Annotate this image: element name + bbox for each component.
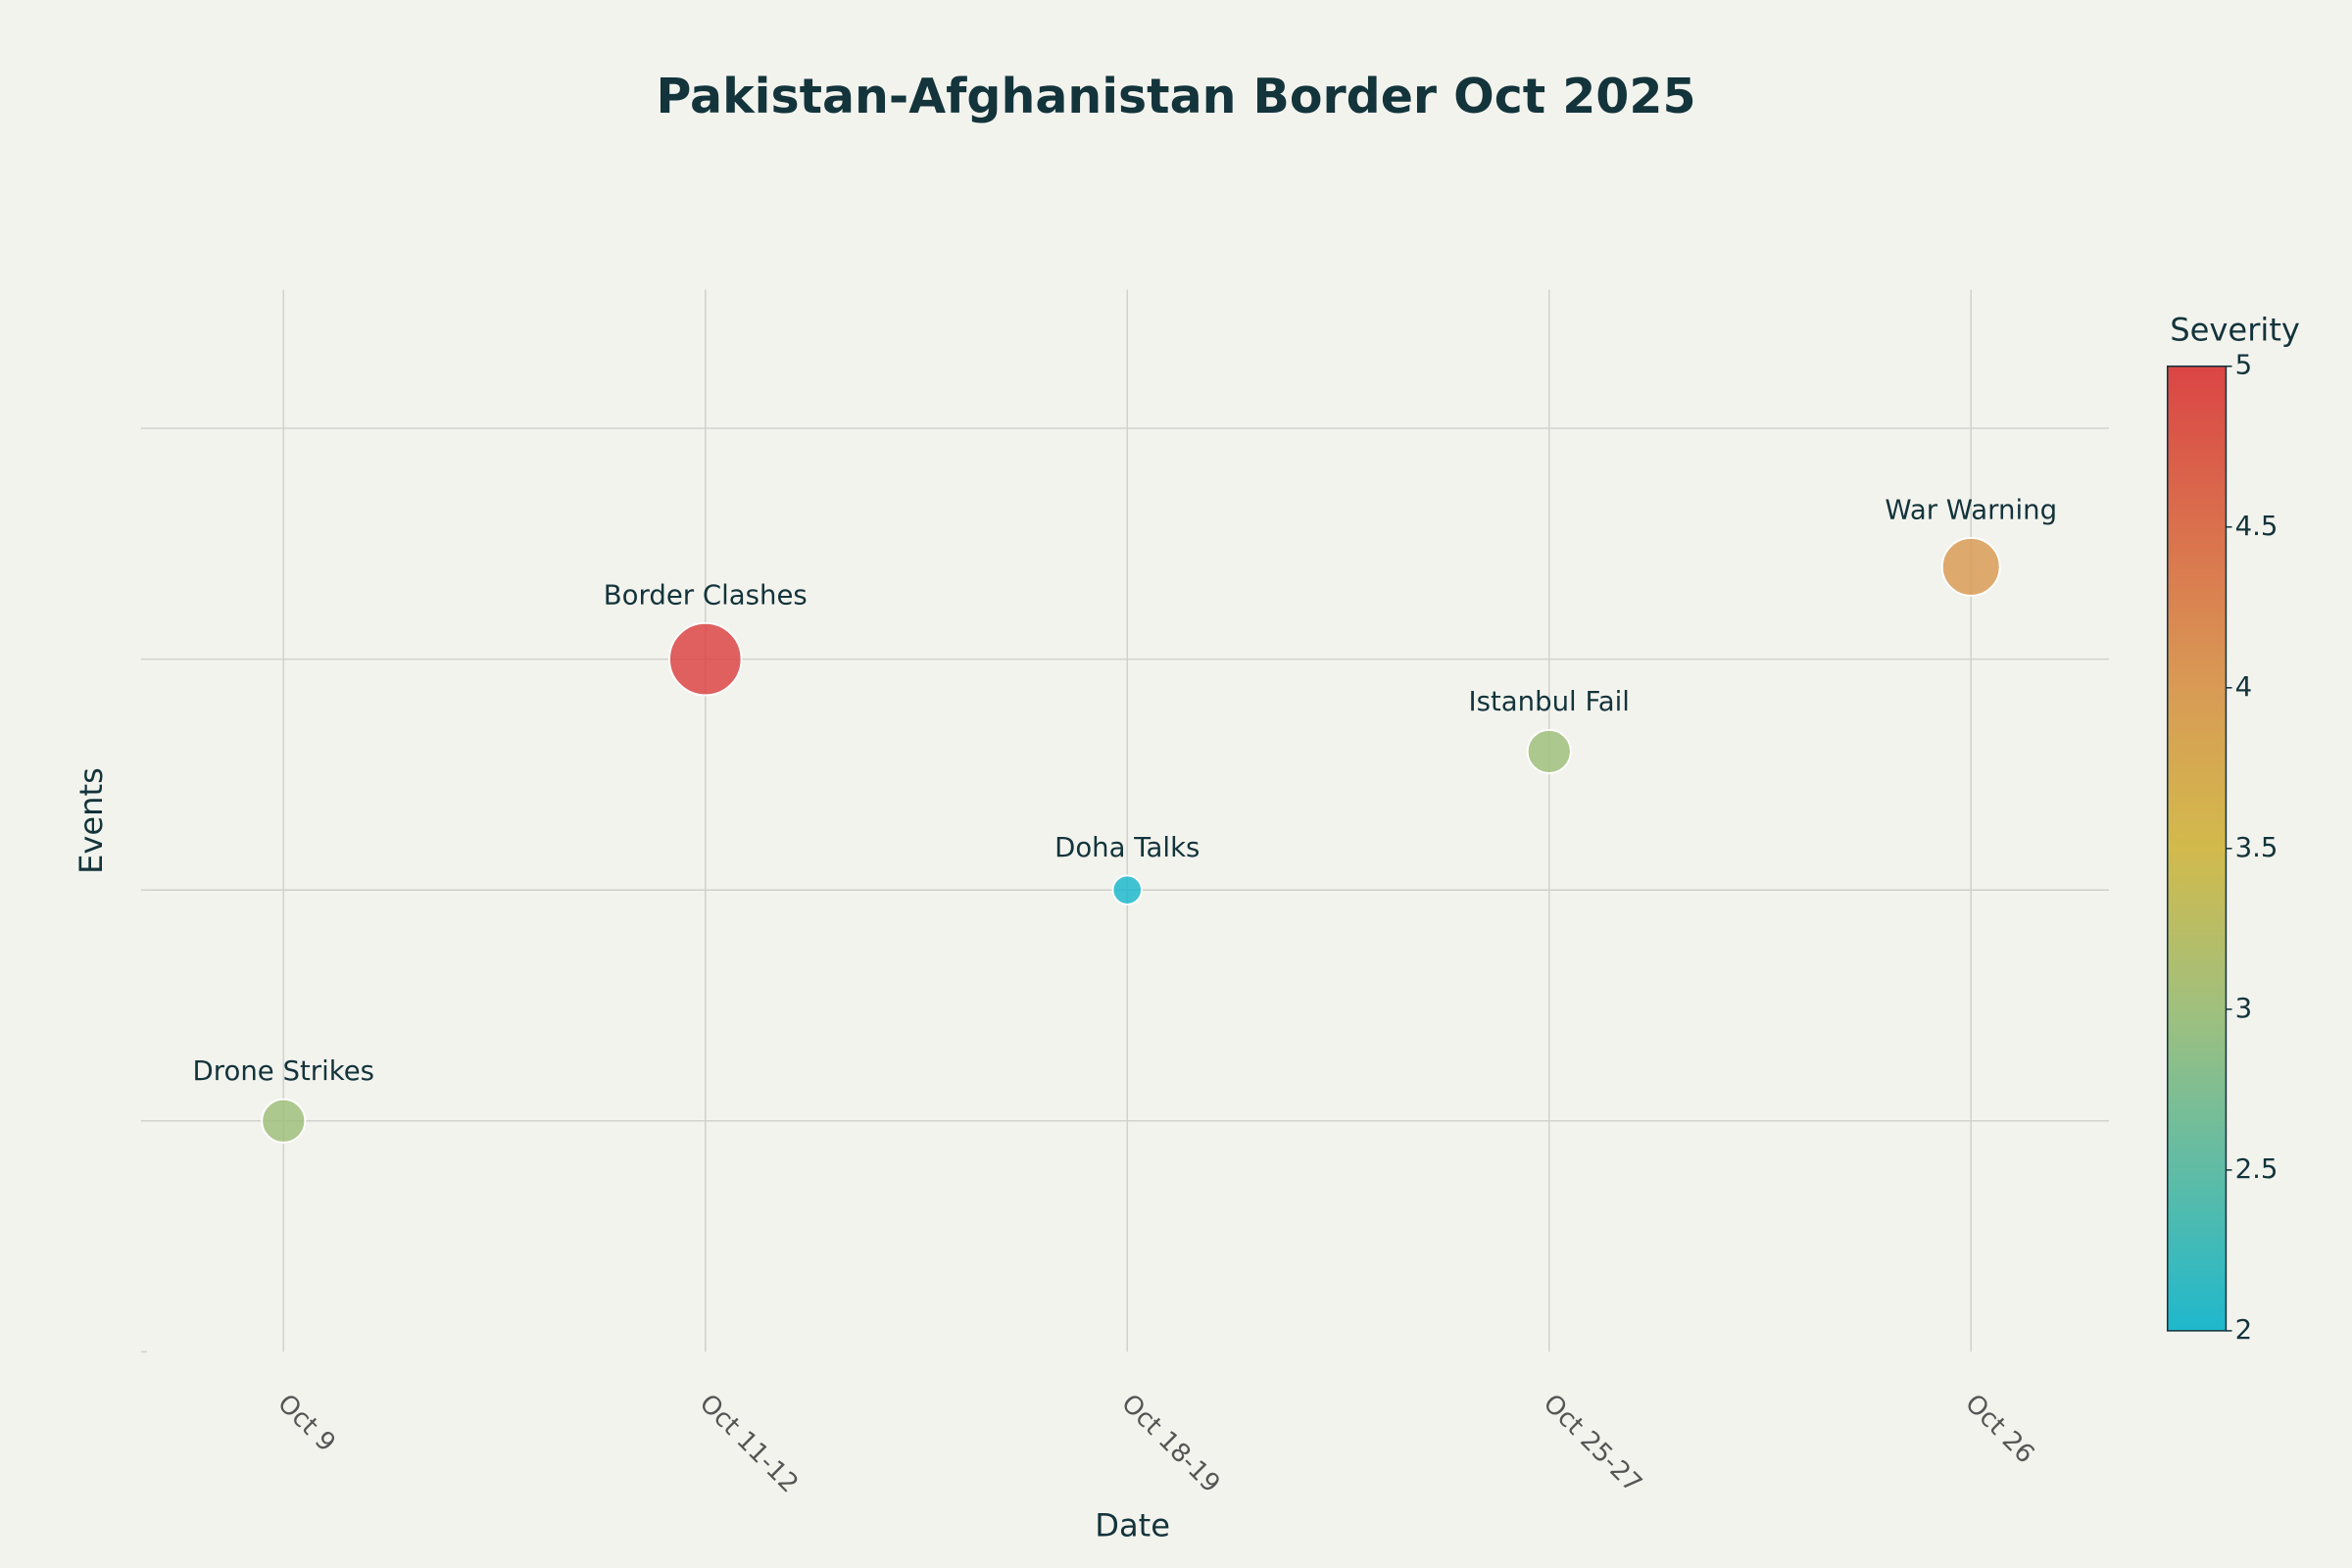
bubble (1111, 874, 1143, 906)
bubble-label: Border Clashes (604, 579, 808, 611)
colorbar-tick-label: 2.5 (2235, 1153, 2278, 1185)
bubble (1940, 537, 2001, 597)
colorbar-tick-label: 2 (2235, 1314, 2253, 1346)
colorbar-tick-label: 3 (2235, 993, 2253, 1024)
bubble-label: Doha Talks (1054, 832, 1200, 863)
x-axis-title: Date (1095, 1506, 1170, 1544)
y-axis-title: Events (73, 767, 110, 874)
bubble-label: Istanbul Fail (1468, 686, 1629, 717)
colorbar-title: Severity (2170, 312, 2300, 349)
colorbar-tick-label: 3.5 (2235, 832, 2278, 863)
bubble (1526, 728, 1572, 774)
bubble (261, 1098, 307, 1144)
colorbar-tick-label: 4.5 (2235, 511, 2278, 542)
bubble-label: Drone Strikes (193, 1055, 374, 1087)
colorbar-tick-label: 4 (2235, 671, 2253, 703)
bubble (668, 621, 743, 697)
chart-title: Pakistan-Afghanistan Border Oct 2025 (656, 69, 1695, 124)
colorbar (2166, 365, 2228, 1332)
bubble-label: War Warning (1885, 494, 2057, 525)
colorbar-tick-label: 5 (2235, 350, 2253, 381)
